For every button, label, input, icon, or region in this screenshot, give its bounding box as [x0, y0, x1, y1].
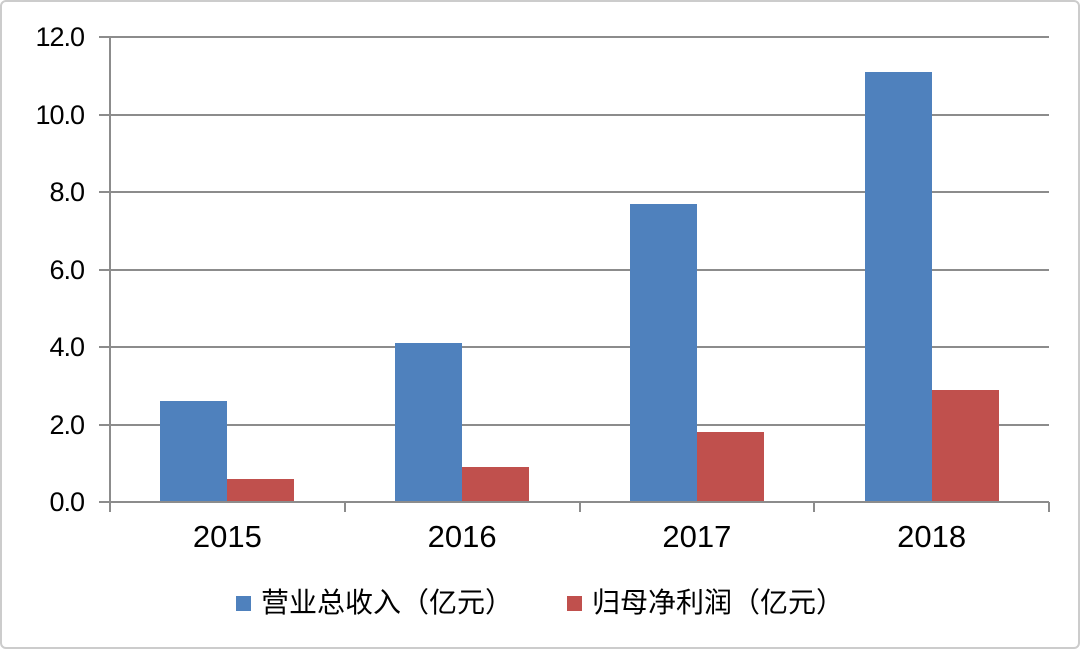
bar — [395, 343, 463, 502]
x-tick-label: 2017 — [662, 519, 732, 554]
y-tick-label: 6.0 — [49, 254, 85, 285]
y-axis-tick — [99, 346, 110, 348]
x-tick-label: 2015 — [192, 519, 262, 554]
bar — [160, 401, 228, 502]
bar — [227, 478, 295, 502]
y-axis-line — [109, 37, 111, 512]
y-axis-tick — [99, 423, 110, 426]
x-axis-tick — [813, 502, 816, 512]
bar — [629, 203, 697, 502]
x-axis-tick — [1048, 502, 1050, 512]
y-axis-tick — [99, 113, 110, 116]
gridline — [110, 113, 1049, 116]
y-tick-label: 10.0 — [35, 99, 85, 130]
plot-area — [110, 36, 1049, 502]
y-tick-label: 0.0 — [49, 487, 85, 517]
gridline — [110, 36, 1049, 38]
y-tick-label: 8.0 — [49, 177, 85, 207]
bar — [696, 432, 764, 502]
legend-label: 归母净利润（亿元） — [592, 587, 845, 618]
y-axis-tick — [99, 36, 110, 38]
y-tick-label: 12.0 — [35, 22, 85, 52]
y-tick-label: 2.0 — [49, 409, 85, 440]
x-tick-label: 2016 — [427, 519, 497, 554]
x-axis-tick — [343, 502, 346, 512]
legend-item: 归母净利润（亿元） — [567, 584, 844, 622]
x-axis-line — [109, 501, 1049, 503]
y-axis-tick — [99, 501, 110, 503]
y-axis-tick — [99, 268, 110, 271]
legend-label: 营业总收入（亿元） — [260, 587, 513, 618]
bar — [931, 389, 999, 502]
bar — [462, 467, 530, 502]
legend-item: 营业总收入（亿元） — [235, 584, 513, 622]
gridline — [110, 268, 1049, 271]
legend-swatch — [567, 595, 582, 611]
gridline — [110, 346, 1049, 348]
x-axis-tick — [109, 502, 111, 512]
y-tick-label: 4.0 — [49, 332, 85, 362]
x-axis-tick — [578, 502, 581, 512]
gridline — [110, 191, 1049, 193]
legend-swatch — [235, 595, 251, 611]
gridline — [110, 423, 1049, 426]
x-tick-label: 2018 — [897, 519, 967, 554]
y-axis-tick — [99, 191, 110, 193]
bar — [864, 71, 932, 502]
legend: 营业总收入（亿元） 归母净利润（亿元） — [2, 584, 1078, 622]
